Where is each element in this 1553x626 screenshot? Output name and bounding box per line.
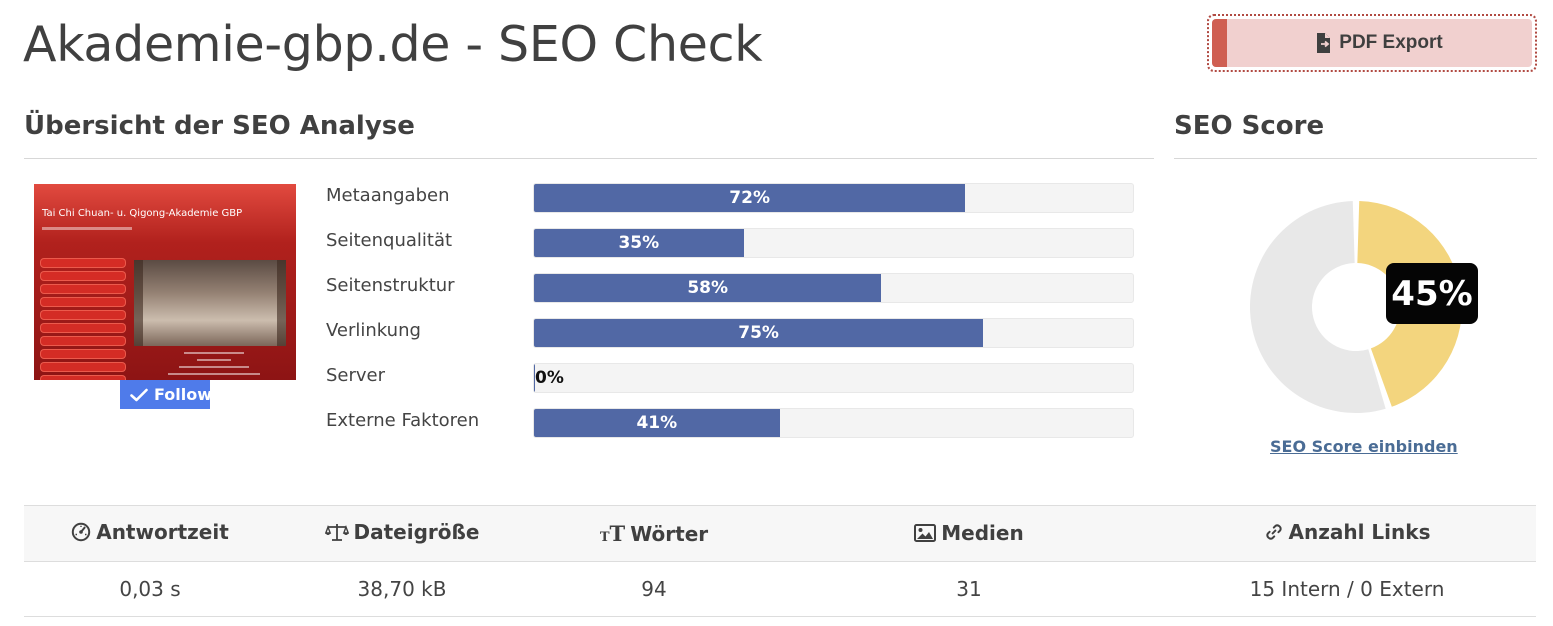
pdf-export-label: PDF Export [1339, 32, 1443, 53]
file-export-icon [1317, 33, 1331, 53]
metric-bar-fill: 72% [534, 184, 966, 212]
donut-empty-segment [1250, 201, 1386, 413]
stats-header-anzahl-links: Anzahl Links [1158, 505, 1536, 562]
image-icon [914, 523, 937, 542]
thumbnail-site-title: Tai Chi Chuan- u. Qigong-Akademie GBP [42, 208, 243, 219]
metric-bar-fill: 35% [534, 229, 744, 257]
thumbnail-text-block [164, 352, 264, 380]
embed-score-link[interactable]: SEO Score einbinden [1270, 437, 1458, 456]
metric-bar-fill: 75% [534, 319, 984, 347]
follow-label: Follow [154, 385, 210, 404]
metric-bar-verlinkung: 75% [533, 318, 1134, 348]
metric-bar-fill: 41% [534, 409, 780, 437]
thumbnail-menu-item [40, 284, 126, 294]
metric-bar-server: 0% [533, 363, 1134, 393]
metric-bar-fill: 58% [534, 274, 882, 302]
metric-bar-externe-faktoren: 41% [533, 408, 1134, 438]
thumbnail-menu-item [40, 336, 126, 346]
website-thumbnail: Tai Chi Chuan- u. Qigong-Akademie GBP [34, 184, 296, 380]
thumbnail-subline [42, 227, 132, 230]
follow-button[interactable]: Follow [120, 380, 210, 409]
metric-label-metaangaben: Metaangaben [326, 185, 450, 206]
metric-label-externe-faktoren: Externe Faktoren [326, 410, 480, 431]
check-icon [130, 388, 148, 401]
metric-bar-seitenqualitaet: 35% [533, 228, 1134, 258]
pdf-export-button[interactable]: PDF Export [1207, 14, 1537, 72]
stats-header-label: Medien [941, 520, 1024, 545]
thumbnail-menu-item [40, 258, 126, 268]
stats-value-row: 0,03 s 38,70 kB 94 31 15 Intern / 0 Exte… [24, 561, 1536, 617]
stats-header-row: Antwortzeit Dateigröße TT Wörter [24, 505, 1536, 562]
score-divider [1174, 158, 1537, 159]
metric-bar-seitenstruktur: 58% [533, 273, 1134, 303]
stats-header-woerter: TT Wörter [528, 505, 780, 562]
overview-divider [24, 158, 1154, 159]
stats-header-dateigroesse: Dateigröße [276, 505, 528, 562]
metric-bar-fill: 0% [534, 364, 564, 392]
score-title: SEO Score [1174, 111, 1325, 141]
thumbnail-menu [40, 258, 126, 380]
stats-header-antwortzeit: Antwortzeit [24, 505, 276, 562]
page-title: Akademie-gbp.de - SEO Check [23, 16, 763, 73]
stats-header-label: Anzahl Links [1288, 520, 1431, 544]
thumbnail-menu-item [40, 375, 126, 380]
thumbnail-menu-item [40, 323, 126, 333]
thumbnail-photo [134, 260, 286, 346]
overview-title: Übersicht der SEO Analyse [24, 111, 415, 141]
thumbnail-menu-item [40, 362, 126, 372]
metric-label-server: Server [326, 365, 386, 386]
stats-header-label: Wörter [630, 521, 709, 546]
stats-value-antwortzeit: 0,03 s [24, 561, 276, 617]
metric-label-seitenqualitaet: Seitenqualität [326, 230, 453, 251]
thumbnail-menu-item [40, 349, 126, 359]
metric-label-seitenstruktur: Seitenstruktur [326, 275, 455, 296]
stats-header-medien: Medien [780, 505, 1158, 562]
stats-value-anzahl-links: 15 Intern / 0 Extern [1158, 561, 1536, 617]
scale-icon [324, 524, 349, 541]
thumbnail-menu-item [40, 297, 126, 307]
thumbnail-menu-item [40, 310, 126, 320]
metric-label-verlinkung: Verlinkung [326, 320, 421, 341]
link-icon [1265, 524, 1282, 540]
text-size-icon: TT [599, 521, 626, 546]
stats-value-woerter: 94 [528, 561, 780, 617]
stats-value-medien: 31 [780, 561, 1158, 617]
page-stats-table: Antwortzeit Dateigröße TT Wörter [24, 505, 1536, 617]
stats-header-label: Dateigröße [353, 520, 480, 544]
stats-header-label: Antwortzeit [96, 520, 229, 544]
thumbnail-menu-item [40, 271, 126, 281]
stats-value-dateigroesse: 38,70 kB [276, 561, 528, 617]
gauge-icon [72, 522, 91, 542]
seo-score-value: 45% [1386, 263, 1478, 324]
metric-bar-metaangaben: 72% [533, 183, 1134, 213]
